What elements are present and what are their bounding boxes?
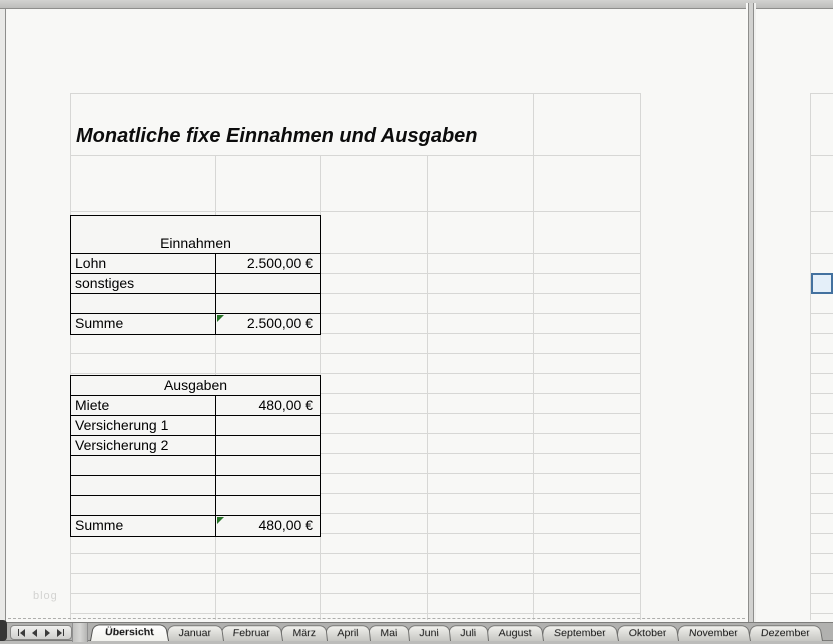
row-label-cell[interactable]: Versicherung 2: [71, 436, 216, 455]
sheet-title: Monatliche fixe Einnahmen und Ausgaben: [76, 125, 478, 147]
row-value-cell[interactable]: [216, 496, 320, 515]
row-label-cell[interactable]: Miete: [71, 396, 216, 415]
worksheet-page-right-pane[interactable]: [756, 10, 833, 622]
table-row: Versicherung 1: [71, 416, 320, 436]
prev-sheet-icon[interactable]: [32, 628, 38, 637]
sheet-tab-september[interactable]: September: [541, 625, 619, 641]
row-value-cell[interactable]: [216, 416, 320, 435]
formula-marker-icon: [217, 517, 224, 524]
sheet-tab-juni[interactable]: Juni: [407, 625, 452, 641]
table-row: Miete 480,00 €: [71, 396, 320, 416]
row-value-cell[interactable]: [216, 294, 320, 313]
row-value-cell[interactable]: 2.500,00 €: [216, 314, 320, 334]
row-value-cell[interactable]: 2.500,00 €: [246, 255, 313, 271]
ausgaben-table-header[interactable]: Ausgaben: [71, 376, 320, 396]
row-value-cell[interactable]: 480,00 €: [258, 397, 314, 413]
sheet-tab-februar[interactable]: Februar: [220, 625, 283, 641]
tabbar-left-edge: [0, 620, 7, 641]
formula-marker-icon: [217, 315, 224, 322]
table-row: sonstiges: [71, 274, 320, 294]
sheet-tab-mai[interactable]: Mai: [368, 625, 411, 641]
table-row: Summe 2.500,00 €: [71, 314, 320, 334]
row-label-cell[interactable]: [71, 294, 216, 313]
sheet-tabs: Übersicht Januar Februar März April Mai …: [90, 623, 823, 641]
row-label-cell[interactable]: [71, 476, 216, 495]
tab-split-handle[interactable]: [72, 623, 88, 642]
row-value-cell[interactable]: [216, 274, 320, 293]
next-sheet-icon[interactable]: [44, 628, 50, 637]
sheet-tab-bar: Übersicht Januar Februar März April Mai …: [0, 620, 833, 644]
row-label-cell[interactable]: [71, 496, 216, 515]
table-row: Versicherung 2: [71, 436, 320, 456]
row-label-cell[interactable]: Summe: [71, 516, 216, 536]
sheet-tab-november[interactable]: November: [676, 625, 751, 641]
watermark-text: blog: [33, 590, 58, 602]
pane-split-divider[interactable]: [746, 3, 756, 622]
sheet-tab-maerz[interactable]: März: [279, 625, 329, 641]
sheet-tab-januar[interactable]: Januar: [165, 625, 224, 641]
page-break-line: [8, 618, 745, 619]
sheet-tab-dezember[interactable]: Dezember: [747, 625, 823, 641]
row-value-cell[interactable]: [216, 456, 320, 475]
table-row: [71, 456, 320, 476]
einnahmen-table: Einnahmen Lohn 2.500,00 € sonstiges Summ…: [70, 215, 321, 335]
table-row: [71, 496, 320, 516]
einnahmen-table-header[interactable]: Einnahmen: [71, 216, 320, 254]
row-label-cell[interactable]: Lohn: [71, 254, 216, 273]
row-value-cell[interactable]: 480,00 €: [216, 516, 320, 536]
sheet-tab-august[interactable]: August: [485, 625, 545, 641]
row-value-cell[interactable]: [216, 476, 320, 495]
sheet-tab-uebersicht[interactable]: Übersicht: [90, 624, 169, 641]
sheet-nav-buttons: [10, 625, 72, 640]
table-row: [71, 294, 320, 314]
summe-value: 480,00 €: [258, 517, 314, 533]
sheet-tab-april[interactable]: April: [325, 625, 372, 641]
window-top-edge: [0, 0, 833, 9]
row-value-cell[interactable]: [216, 436, 320, 455]
sheet-tab-juli[interactable]: Juli: [448, 625, 489, 641]
last-sheet-icon[interactable]: [57, 628, 65, 637]
summe-value: 2.500,00 €: [246, 315, 313, 331]
sheet-tab-oktober[interactable]: Oktober: [615, 625, 680, 641]
selected-cell[interactable]: [811, 273, 833, 294]
row-label-cell[interactable]: Summe: [71, 314, 216, 334]
table-row: [71, 476, 320, 496]
table-row: Summe 480,00 €: [71, 516, 320, 536]
row-label-cell[interactable]: Versicherung 1: [71, 416, 216, 435]
row-label-cell[interactable]: [71, 456, 216, 475]
window-left-edge: [0, 9, 6, 622]
first-sheet-icon[interactable]: [17, 628, 25, 637]
table-row: Lohn 2.500,00 €: [71, 254, 320, 274]
ausgaben-table: Ausgaben Miete 480,00 € Versicherung 1 V…: [70, 375, 321, 537]
row-label-cell[interactable]: sonstiges: [71, 274, 216, 293]
